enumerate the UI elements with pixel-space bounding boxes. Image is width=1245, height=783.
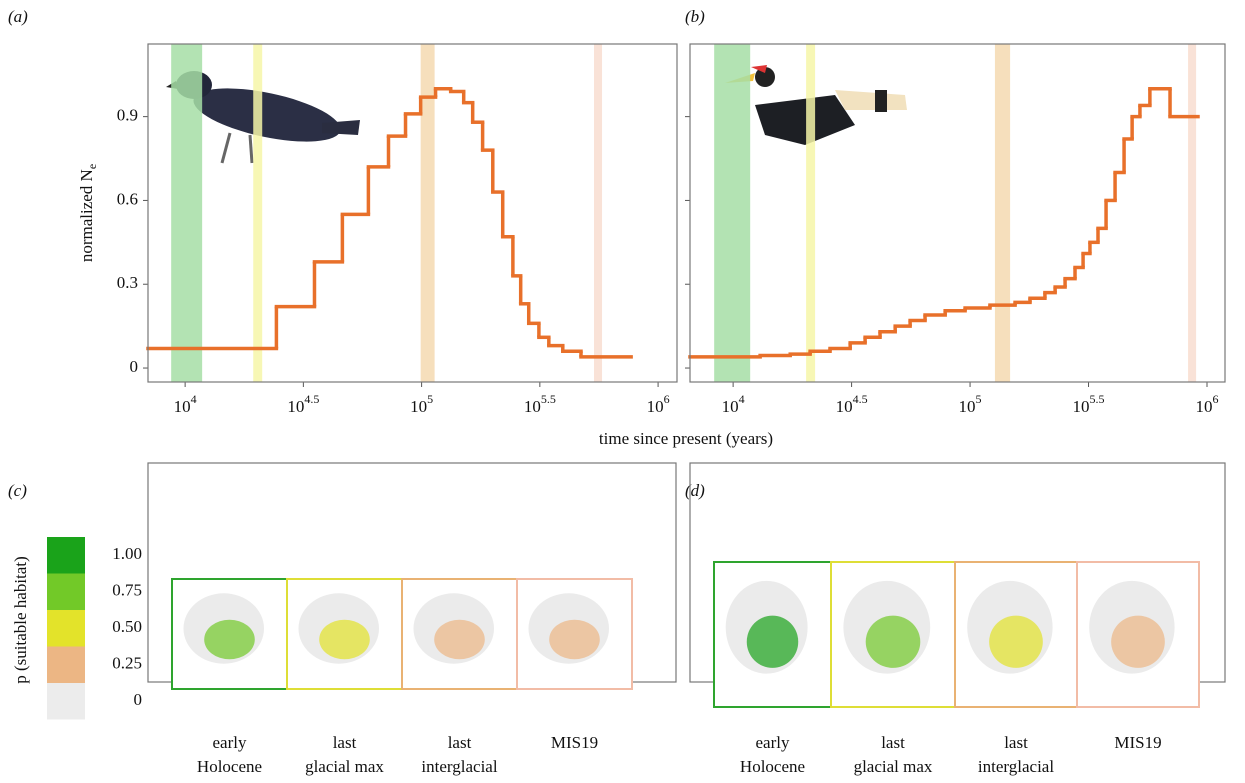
map-habitat	[1111, 616, 1165, 668]
x-axis-label: time since present (years)	[599, 429, 773, 448]
y-tick-label: 0.6	[117, 189, 138, 208]
legend-label: 0.50	[112, 617, 142, 636]
x-tick-label: 105	[410, 392, 433, 416]
map-habitat	[434, 620, 485, 660]
period-band	[171, 44, 202, 382]
map-label: MIS19	[551, 733, 598, 752]
panel-label: (a)	[8, 7, 28, 26]
period-band	[253, 44, 262, 382]
map-label: Holocene	[197, 757, 262, 776]
map-label: early	[213, 733, 247, 752]
map-label: last	[1004, 733, 1028, 752]
plot-frame	[690, 44, 1225, 382]
x-tick-label: 104	[722, 392, 745, 416]
legend-swatch	[47, 647, 85, 684]
period-band	[421, 44, 435, 382]
x-tick-label: 105.5	[524, 392, 556, 416]
map-habitat	[989, 616, 1043, 668]
period-band	[995, 44, 1010, 382]
y-tick-label: 0	[130, 357, 139, 376]
map-label: last	[448, 733, 472, 752]
y-tick-label: 0.9	[117, 106, 138, 125]
x-tick-label: 105	[959, 392, 982, 416]
map-habitat	[549, 620, 600, 660]
period-band	[1188, 44, 1196, 382]
panel-label: (d)	[685, 481, 705, 500]
legend-swatch	[47, 574, 85, 611]
legend-label: 0.25	[112, 653, 142, 672]
map-label: last	[333, 733, 357, 752]
x-tick-label: 104.5	[836, 392, 868, 416]
map-habitat	[319, 620, 370, 660]
period-band	[594, 44, 602, 382]
legend-swatch	[47, 683, 85, 720]
legend-label: 0.75	[112, 580, 142, 599]
x-tick-label: 104	[174, 392, 197, 416]
legend-swatch	[47, 610, 85, 647]
panel-label: (c)	[8, 481, 27, 500]
map-label: last	[881, 733, 905, 752]
hornbill-illustration	[725, 65, 907, 145]
legend-label: 0	[134, 690, 143, 709]
map-label: Holocene	[740, 757, 805, 776]
map-label: interglacial	[978, 757, 1054, 776]
legend-title: p (suitable habitat)	[11, 556, 30, 683]
figure: (a) 104 104.5 105 105.5 106 0 0.3 0.6 0.9 normaliz…	[0, 0, 1245, 783]
map-habitat	[866, 616, 921, 668]
map-label: MIS19	[1114, 733, 1161, 752]
x-tick-label: 105.5	[1073, 392, 1105, 416]
y-axis-label: normalized Ne	[77, 164, 99, 262]
period-band	[714, 44, 750, 382]
map-label: glacial max	[854, 757, 933, 776]
map-label: glacial max	[305, 757, 384, 776]
legend-swatch	[47, 537, 85, 574]
period-band	[806, 44, 815, 382]
map-label: interglacial	[421, 757, 497, 776]
x-tick-label: 104.5	[287, 392, 319, 416]
legend-label: 1.00	[112, 544, 142, 563]
x-tick-label: 106	[647, 392, 670, 416]
map-label: early	[756, 733, 790, 752]
y-tick-label: 0.3	[117, 273, 138, 292]
panel-label: (b)	[685, 7, 705, 26]
map-habitat	[747, 616, 798, 668]
x-tick-label: 106	[1195, 392, 1218, 416]
map-habitat	[204, 620, 255, 660]
